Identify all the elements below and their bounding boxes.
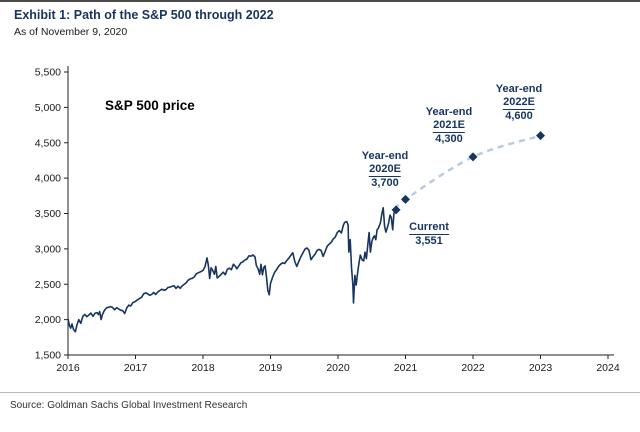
- annotation-line: Year-end: [425, 106, 473, 118]
- x-tick-label: 2022: [461, 362, 485, 374]
- forecast-diamond-marker: [401, 194, 410, 204]
- y-tick-label: 5,000: [35, 102, 61, 114]
- x-tick-label: 2021: [394, 362, 418, 374]
- y-tick-label: 1,500: [35, 350, 61, 362]
- x-tick-label: 2020: [326, 362, 350, 374]
- forecast-dashed-line: [394, 134, 541, 211]
- annotation-line: Year-end: [495, 83, 543, 95]
- y-tick-label: 3,000: [35, 243, 61, 255]
- forecast-diamond-marker: [468, 152, 478, 162]
- x-tick-label: 2016: [56, 362, 80, 374]
- x-tick-label: 2023: [529, 362, 553, 374]
- x-tick-label: 2017: [124, 362, 148, 374]
- y-tick-label: 4,500: [35, 137, 61, 149]
- top-divider: [0, 0, 640, 2]
- y-tick-label: 5,500: [35, 67, 61, 79]
- forecast-diamond-marker: [391, 205, 401, 215]
- forecast-diamond-marker: [536, 131, 545, 141]
- y-tick-label: 4,000: [35, 173, 61, 185]
- y-tick-label: 3,500: [35, 208, 61, 220]
- annotation-value: 4,300: [435, 133, 463, 145]
- axes: 1,500 2,000 2,500 3,000 3,500 4,000 4,500 5,000…: [35, 66, 620, 374]
- source-credit: Source: Goldman Sachs Global Investment …: [10, 400, 248, 411]
- annotation-line-underlined: 2021E: [433, 119, 465, 133]
- sp500-history-line: [67, 207, 397, 333]
- x-tick-label: 2024: [596, 362, 620, 374]
- annotation-current: Current 3,551: [409, 221, 449, 248]
- annotation-year-end-2022e: Year-end 2022E 4,600: [496, 83, 542, 123]
- x-tick-label: 2019: [259, 362, 283, 374]
- annotation-line: Year-end: [361, 150, 409, 162]
- annotation-value: 3,700: [371, 177, 399, 189]
- footer-divider: [0, 392, 640, 393]
- exhibit-title: Exhibit 1: Path of the S&P 500 through 2…: [14, 8, 274, 22]
- y-tick-label: 2,500: [35, 279, 61, 291]
- x-tick-label: 2018: [191, 362, 215, 374]
- annotation-value: 3,551: [415, 235, 443, 247]
- exhibit-subtitle: As of November 9, 2020: [14, 26, 128, 38]
- annotation-line-underlined: 2022E: [503, 96, 535, 110]
- annotation-line-underlined: 2020E: [369, 163, 401, 177]
- y-tick-label: 2,000: [35, 314, 61, 326]
- annotation-year-end-2021e: Year-end 2021E 4,300: [426, 106, 472, 146]
- annotation-line-underlined: Current: [409, 221, 449, 235]
- annotation-value: 4,600: [505, 110, 533, 122]
- annotation-year-end-2020e: Year-end 2020E 3,700: [362, 150, 408, 190]
- chart-series-label: S&P 500 price: [105, 98, 195, 113]
